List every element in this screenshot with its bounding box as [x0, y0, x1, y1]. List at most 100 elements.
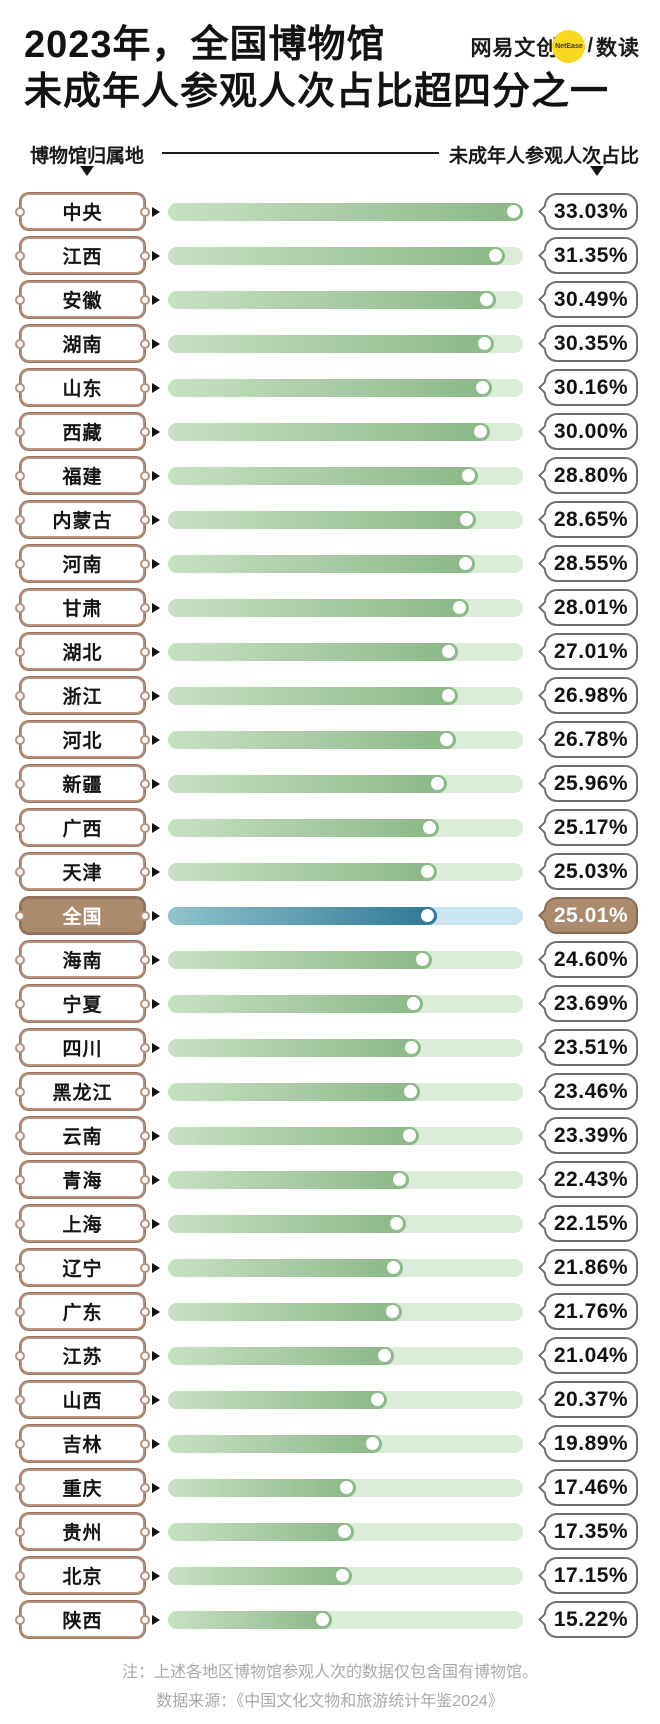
value-bubble: 28.65%	[538, 501, 638, 538]
logo-subbrand-text: 数读	[596, 36, 640, 60]
bar-end-dot-icon	[507, 205, 520, 218]
region-ticket-label: 山东	[15, 369, 150, 406]
chart-row: 广西 25.17%	[0, 809, 660, 846]
ticket-notch-icon	[140, 1042, 150, 1053]
value-bubble: 25.03%	[538, 853, 638, 890]
bar-end-dot-icon	[474, 425, 488, 438]
value-bar	[168, 1170, 523, 1189]
ticket-notch-icon	[15, 558, 25, 569]
value-bar	[168, 730, 523, 749]
value-bar	[168, 1302, 523, 1321]
region-ticket-label: 山西	[15, 1381, 150, 1418]
value-bubble: 23.69%	[538, 985, 638, 1022]
value-bar	[168, 906, 523, 925]
footer-note: 注：上述各地区博物馆参观人次的数据仅包含国有博物馆。 数据来源：《中国文化文物和…	[0, 1658, 660, 1716]
value-bubble: 30.00%	[538, 413, 638, 450]
ticket-notch-icon	[15, 1218, 25, 1229]
ticket-notch-icon	[15, 734, 25, 745]
bar-end-dot-icon	[431, 777, 445, 790]
chart-row: 浙江 26.98%	[0, 677, 660, 714]
value-bar	[168, 1082, 523, 1101]
value-bar	[168, 774, 523, 793]
bubble-tail-icon	[538, 1217, 551, 1230]
bubble-tail-icon	[538, 293, 551, 306]
bubble-tail-icon	[538, 645, 551, 658]
region-name: 全国	[62, 907, 103, 928]
column-header-line	[162, 152, 439, 154]
arrow-right-icon	[152, 1174, 160, 1185]
arrow-right-icon	[152, 426, 160, 437]
column-header-value: 未成年人参观人次占比	[448, 146, 639, 167]
arrow-right-icon	[152, 294, 160, 305]
value-bubble: 25.17%	[538, 809, 638, 846]
ticket-notch-icon	[140, 338, 150, 349]
ticket-notch-icon	[140, 382, 150, 393]
value-bar	[168, 862, 523, 881]
chart-row: 安徽 30.49%	[0, 281, 660, 318]
ticket-notch-icon	[15, 250, 25, 261]
value-bubble: 33.03%	[538, 193, 638, 230]
bar-fill	[168, 906, 437, 925]
region-ticket-label: 甘肃	[15, 589, 150, 626]
bar-fill	[168, 334, 495, 353]
bubble-tail-icon	[538, 1085, 551, 1098]
value-label: 26.78%	[553, 727, 629, 751]
value-bubble: 26.78%	[538, 721, 638, 758]
region-name: 陕西	[62, 1611, 103, 1632]
bar-fill	[168, 686, 458, 705]
chart-row: 江西 31.35%	[0, 237, 660, 274]
value-label: 28.01%	[553, 595, 629, 619]
value-bar	[168, 1390, 523, 1409]
bar-end-dot-icon	[386, 1261, 400, 1274]
region-ticket-label: 黑龙江	[15, 1073, 150, 1110]
value-label: 15.22%	[553, 1607, 629, 1631]
value-bubble: 26.98%	[538, 677, 638, 714]
page-title: 2023年，全国博物馆 未成年人参观人次占比超四分之一	[24, 22, 609, 116]
region-ticket-label: 辽宁	[15, 1249, 150, 1286]
arrow-right-icon	[152, 558, 160, 569]
region-name: 中央	[62, 203, 103, 224]
bar-fill	[168, 1038, 421, 1057]
bubble-tail-icon	[538, 249, 551, 262]
arrow-right-icon	[152, 1394, 160, 1405]
chart-row: 四川 23.51%	[0, 1029, 660, 1066]
value-label: 22.43%	[553, 1167, 629, 1191]
chart-row: 辽宁 21.86%	[0, 1249, 660, 1286]
value-bar	[168, 1478, 523, 1497]
value-bubble: 28.55%	[538, 545, 638, 582]
value-bubble: 23.39%	[538, 1117, 638, 1154]
region-ticket-label: 中央	[15, 193, 150, 230]
ticket-notch-icon	[15, 382, 25, 393]
arrow-right-icon	[152, 734, 160, 745]
bar-fill	[168, 1390, 387, 1409]
arrow-down-icon	[590, 166, 604, 176]
chart-row: 重庆 17.46%	[0, 1469, 660, 1506]
region-name: 江苏	[62, 1347, 103, 1368]
ticket-notch-icon	[140, 954, 150, 965]
region-ticket-label: 广东	[15, 1293, 150, 1330]
value-bubble: 31.35%	[538, 237, 638, 274]
bubble-tail-icon	[538, 601, 551, 614]
arrow-right-icon	[152, 646, 160, 657]
ticket-notch-icon	[140, 1218, 150, 1229]
value-bubble: 22.43%	[538, 1161, 638, 1198]
ticket-notch-icon	[140, 1350, 150, 1361]
ticket-notch-icon	[15, 1438, 25, 1449]
ticket-notch-icon	[140, 866, 150, 877]
region-ticket-label: 重庆	[15, 1469, 150, 1506]
value-label: 30.49%	[553, 287, 629, 311]
ticket-notch-icon	[140, 1570, 150, 1581]
chart-row: 吉林 19.89%	[0, 1425, 660, 1462]
ticket-notch-icon	[15, 206, 25, 217]
ticket-notch-icon	[15, 470, 25, 481]
arrow-right-icon	[152, 822, 160, 833]
ticket-notch-icon	[15, 1042, 25, 1053]
ticket-notch-icon	[15, 690, 25, 701]
value-label: 21.76%	[553, 1299, 629, 1323]
value-bubble: 28.80%	[538, 457, 638, 494]
chart-row: 海南 24.60%	[0, 941, 660, 978]
value-bar	[168, 1126, 523, 1145]
bubble-tail-icon	[538, 1129, 551, 1142]
value-bar	[168, 1566, 523, 1585]
region-ticket-label: 四川	[15, 1029, 150, 1066]
